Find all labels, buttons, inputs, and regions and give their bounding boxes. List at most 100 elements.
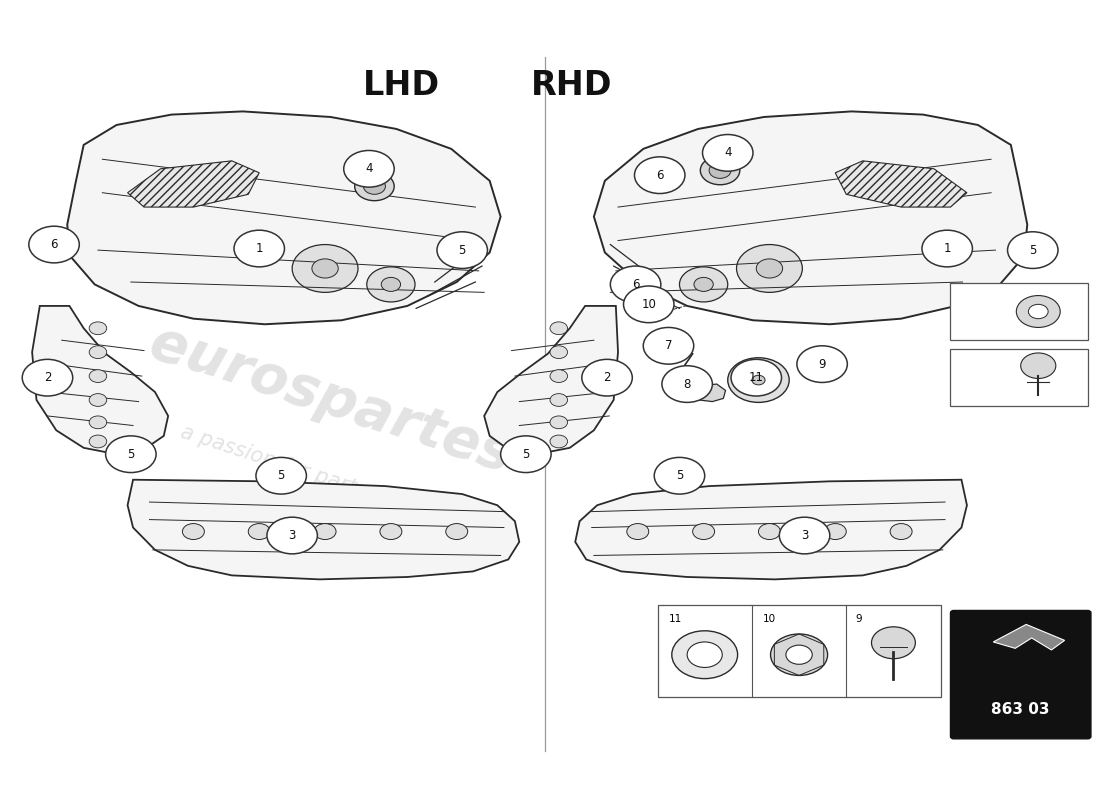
- Text: 2: 2: [44, 371, 52, 384]
- Text: 4: 4: [365, 162, 373, 175]
- Circle shape: [500, 436, 551, 473]
- Circle shape: [267, 517, 318, 554]
- Polygon shape: [128, 161, 260, 207]
- Text: 5: 5: [459, 244, 466, 257]
- Circle shape: [29, 226, 79, 263]
- Circle shape: [759, 523, 780, 539]
- Circle shape: [89, 394, 107, 406]
- Circle shape: [627, 523, 649, 539]
- Circle shape: [610, 266, 661, 302]
- Text: eurospartes: eurospartes: [143, 316, 518, 484]
- Circle shape: [956, 295, 1000, 327]
- Circle shape: [890, 523, 912, 539]
- Circle shape: [737, 245, 802, 292]
- Circle shape: [662, 366, 713, 402]
- Circle shape: [779, 517, 829, 554]
- Circle shape: [550, 346, 568, 358]
- Circle shape: [550, 322, 568, 334]
- Circle shape: [366, 267, 415, 302]
- Circle shape: [363, 178, 385, 194]
- FancyBboxPatch shape: [658, 605, 940, 697]
- Circle shape: [644, 327, 694, 364]
- Circle shape: [922, 230, 972, 267]
- Circle shape: [550, 370, 568, 382]
- Circle shape: [688, 642, 723, 667]
- Circle shape: [624, 286, 674, 322]
- Text: 5: 5: [277, 470, 285, 482]
- Circle shape: [183, 523, 205, 539]
- Circle shape: [728, 358, 789, 402]
- Circle shape: [956, 362, 1000, 394]
- Circle shape: [824, 523, 846, 539]
- Circle shape: [582, 359, 632, 396]
- FancyBboxPatch shape: [950, 610, 1091, 739]
- Circle shape: [354, 172, 394, 201]
- Circle shape: [343, 150, 394, 187]
- Circle shape: [742, 368, 774, 392]
- Circle shape: [1021, 353, 1056, 378]
- Text: 3: 3: [288, 529, 296, 542]
- Circle shape: [654, 458, 705, 494]
- Text: a passion for parts since 1985: a passion for parts since 1985: [178, 422, 483, 538]
- Text: 863 03: 863 03: [991, 702, 1050, 717]
- Circle shape: [703, 134, 754, 171]
- Circle shape: [1016, 295, 1060, 327]
- Text: 10: 10: [763, 614, 776, 625]
- Circle shape: [256, 458, 307, 494]
- Text: 4: 4: [724, 146, 732, 159]
- Circle shape: [89, 370, 107, 382]
- Circle shape: [1008, 232, 1058, 269]
- Circle shape: [22, 359, 73, 396]
- Text: LHD: LHD: [363, 69, 440, 102]
- Text: 5: 5: [1030, 244, 1036, 257]
- Text: 5: 5: [975, 373, 981, 382]
- Text: 8: 8: [683, 378, 691, 390]
- Text: 6: 6: [51, 238, 58, 251]
- Circle shape: [796, 346, 847, 382]
- Text: 1: 1: [255, 242, 263, 255]
- Circle shape: [672, 630, 738, 678]
- FancyBboxPatch shape: [950, 283, 1088, 340]
- Circle shape: [234, 230, 285, 267]
- Circle shape: [89, 435, 107, 448]
- Polygon shape: [993, 625, 1065, 650]
- Text: 10: 10: [641, 298, 657, 311]
- Circle shape: [710, 162, 732, 178]
- Text: 11: 11: [669, 614, 682, 625]
- Circle shape: [752, 375, 766, 385]
- Circle shape: [757, 259, 782, 278]
- Circle shape: [550, 435, 568, 448]
- Polygon shape: [835, 161, 967, 207]
- Circle shape: [446, 523, 468, 539]
- Text: 3: 3: [801, 529, 808, 542]
- Circle shape: [382, 278, 400, 291]
- FancyBboxPatch shape: [950, 349, 1088, 406]
- Polygon shape: [594, 111, 1027, 324]
- Polygon shape: [575, 480, 967, 579]
- Circle shape: [315, 523, 336, 539]
- Circle shape: [89, 416, 107, 429]
- Text: RHD: RHD: [531, 69, 613, 102]
- Text: 2: 2: [603, 371, 611, 384]
- Circle shape: [693, 523, 715, 539]
- Text: 5: 5: [675, 470, 683, 482]
- Circle shape: [312, 259, 338, 278]
- Circle shape: [293, 245, 358, 292]
- Text: 9: 9: [818, 358, 826, 370]
- Circle shape: [635, 157, 685, 194]
- Circle shape: [680, 267, 728, 302]
- Polygon shape: [67, 111, 500, 324]
- Text: 7: 7: [664, 339, 672, 352]
- Polygon shape: [484, 306, 618, 454]
- Circle shape: [437, 232, 487, 269]
- Text: 6: 6: [656, 169, 663, 182]
- Text: 11: 11: [749, 371, 763, 384]
- Polygon shape: [695, 384, 726, 402]
- Text: 5: 5: [522, 448, 529, 461]
- Circle shape: [550, 416, 568, 429]
- Circle shape: [701, 156, 740, 185]
- Text: 9: 9: [855, 614, 861, 625]
- Circle shape: [1028, 304, 1048, 318]
- Text: 6: 6: [975, 306, 981, 317]
- Text: 6: 6: [631, 278, 639, 291]
